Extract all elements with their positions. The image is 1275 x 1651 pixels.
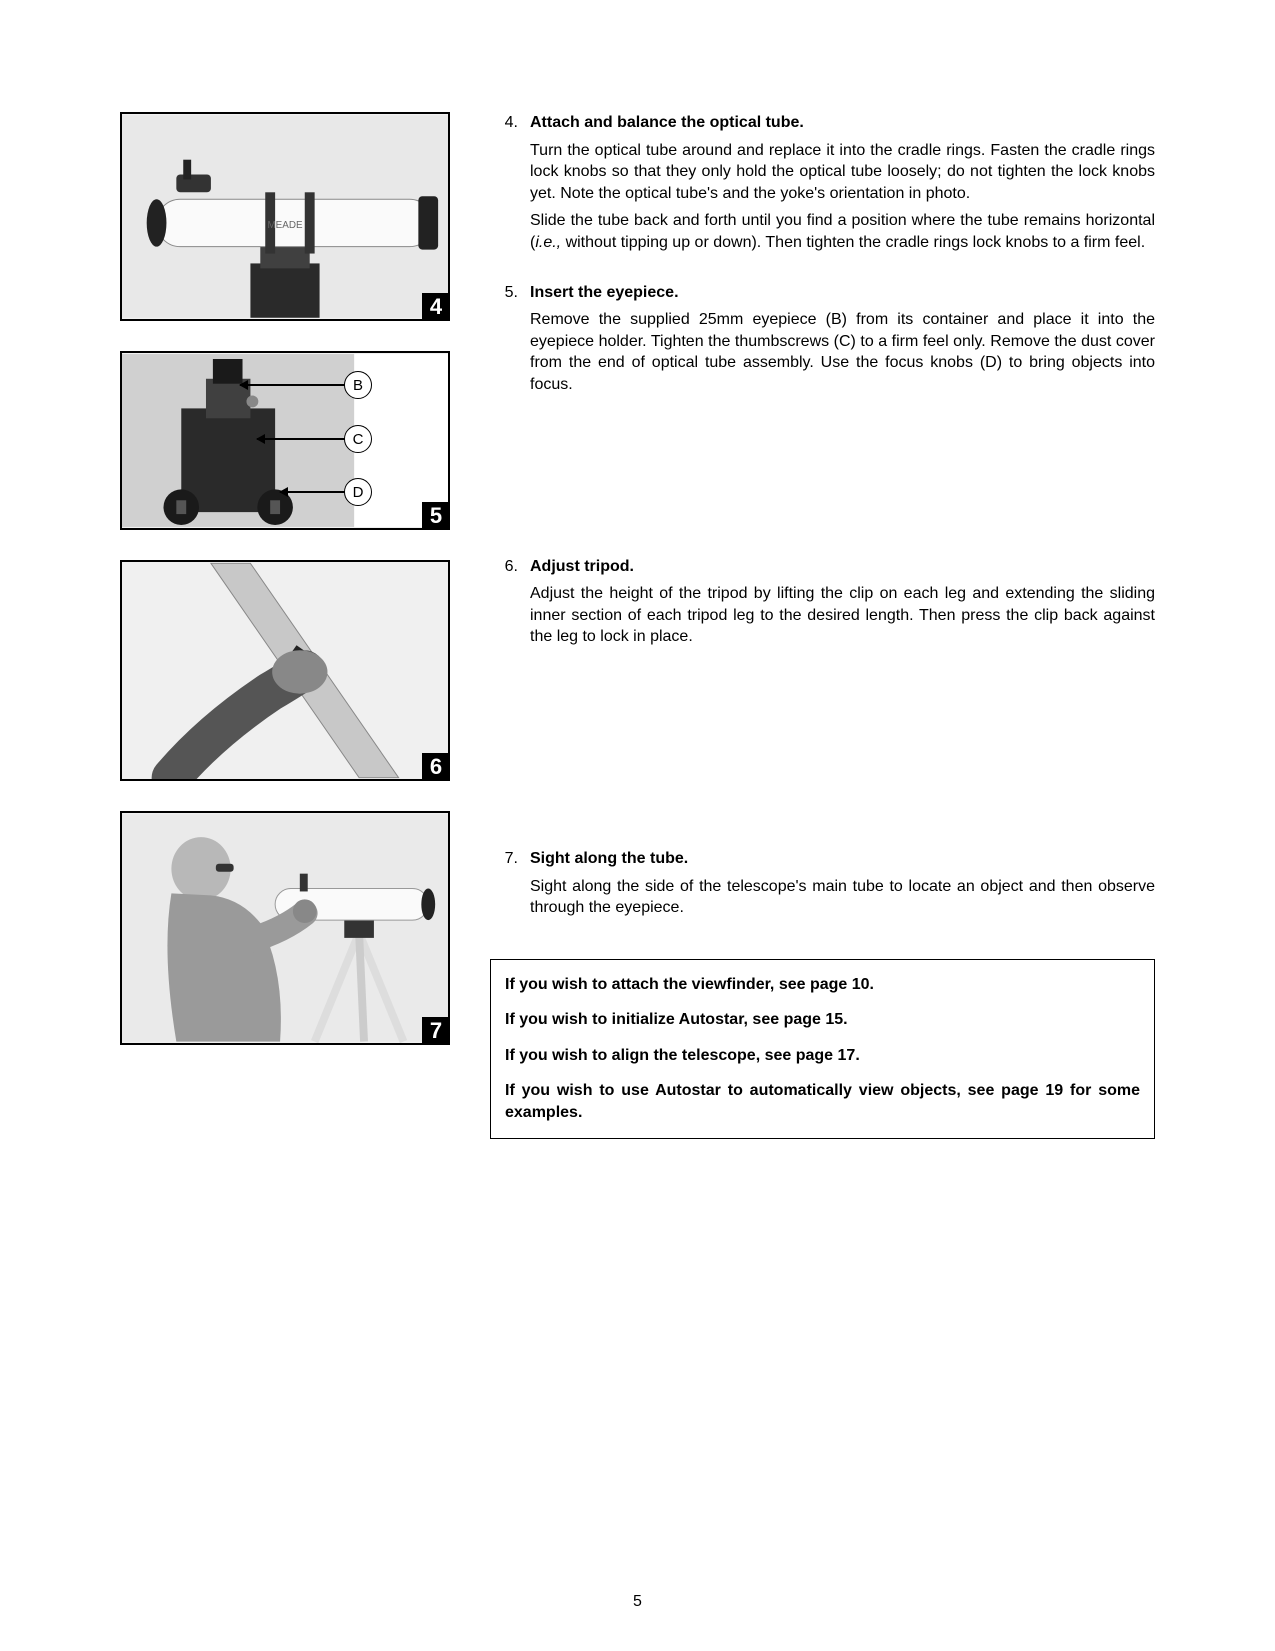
step-4-p2b: without tipping up or down). Then tighte… (561, 234, 1145, 251)
step-4: 4. Attach and balance the optical tube. … (490, 112, 1155, 254)
figure-6: 6 (120, 560, 450, 781)
figure-7-number: 7 (422, 1017, 450, 1045)
callout-d: D (280, 478, 372, 506)
figure-5: B C D 5 (120, 351, 450, 530)
step-4-p2-italic: i.e., (535, 234, 561, 251)
callout-c: C (257, 425, 372, 453)
step-4-title: Attach and balance the optical tube. (530, 114, 804, 131)
info-line-1: If you wish to attach the viewfinder, se… (505, 974, 1140, 996)
figure-4-illustration: MEADE (122, 114, 448, 319)
callout-b: B (240, 371, 372, 399)
info-line-4: If you wish to use Autostar to automatic… (505, 1080, 1140, 1123)
figure-7-illustration (122, 813, 448, 1043)
step-7-title: Sight along the tube. (530, 850, 688, 867)
step-6-number: 6. (490, 556, 530, 648)
figure-5-number: 5 (422, 502, 450, 530)
step-7-para-1: Sight along the side of the telescope's … (530, 876, 1155, 919)
callout-b-line (240, 384, 345, 386)
step-7-number: 7. (490, 848, 530, 919)
callout-b-label: B (344, 371, 372, 399)
figure-4: MEADE 4 (120, 112, 450, 321)
step-4-para-2: Slide the tube back and forth until you … (530, 210, 1155, 253)
info-line-2: If you wish to initialize Autostar, see … (505, 1009, 1140, 1031)
step-5-title: Insert the eyepiece. (530, 284, 679, 301)
content-columns: MEADE 4 (120, 112, 1155, 1139)
figure-7: 7 (120, 811, 450, 1045)
callout-d-line (280, 491, 345, 493)
step-5-number: 5. (490, 282, 530, 396)
figure-6-illustration (122, 562, 448, 779)
step-6-title: Adjust tripod. (530, 558, 634, 575)
page-number: 5 (0, 1593, 1275, 1611)
callout-d-label: D (344, 478, 372, 506)
svg-text:MEADE: MEADE (267, 220, 302, 231)
step-7: 7. Sight along the tube. Sight along the… (490, 848, 1155, 919)
info-box: If you wish to attach the viewfinder, se… (490, 959, 1155, 1139)
step-6: 6. Adjust tripod. Adjust the height of t… (490, 556, 1155, 648)
step-4-number: 4. (490, 112, 530, 254)
figure-6-number: 6 (422, 753, 450, 781)
figure-4-number: 4 (422, 293, 450, 321)
steps-column: 4. Attach and balance the optical tube. … (490, 112, 1155, 1139)
step-5-para-1: Remove the supplied 25mm eyepiece (B) fr… (530, 309, 1155, 395)
callout-c-label: C (344, 425, 372, 453)
step-6-para-1: Adjust the height of the tripod by lifti… (530, 583, 1155, 648)
manual-page: MEADE 4 (0, 0, 1275, 1651)
figures-column: MEADE 4 (120, 112, 450, 1139)
step-4-para-1: Turn the optical tube around and replace… (530, 140, 1155, 205)
callout-c-line (257, 438, 345, 440)
step-5: 5. Insert the eyepiece. Remove the suppl… (490, 282, 1155, 396)
info-line-3: If you wish to align the telescope, see … (505, 1045, 1140, 1067)
